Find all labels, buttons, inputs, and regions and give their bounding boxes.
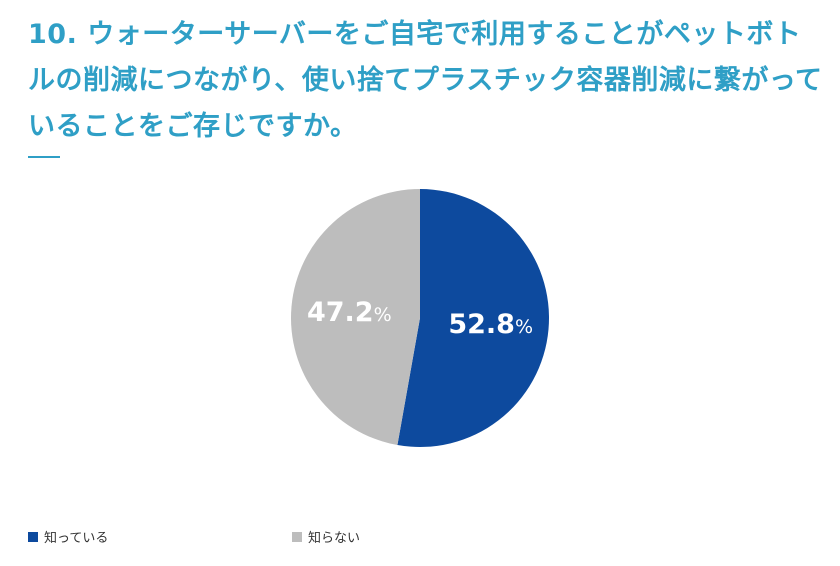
legend-item-shitteiru: 知っている <box>28 527 108 546</box>
pie-slice-label-0: 52.8% <box>448 309 533 340</box>
title-underline <box>28 156 60 158</box>
pie-chart: 52.8% 47.2% <box>291 189 550 447</box>
legend: 知っている 知らない <box>0 527 840 547</box>
pie-slice-0 <box>397 189 550 447</box>
pie-slice-1 <box>291 189 420 446</box>
legend-label: 知らない <box>308 531 361 546</box>
pie-slice-label-1: 47.2% <box>307 297 392 328</box>
legend-swatch <box>292 531 302 542</box>
legend-item-shiranai: 知らない <box>292 527 360 546</box>
legend-swatch <box>28 531 38 542</box>
page-title: 10. ウォーターサーバーをご自宅で利用することがペットボトルの削減につながり、… <box>28 19 823 142</box>
legend-label: 知っている <box>44 531 109 546</box>
